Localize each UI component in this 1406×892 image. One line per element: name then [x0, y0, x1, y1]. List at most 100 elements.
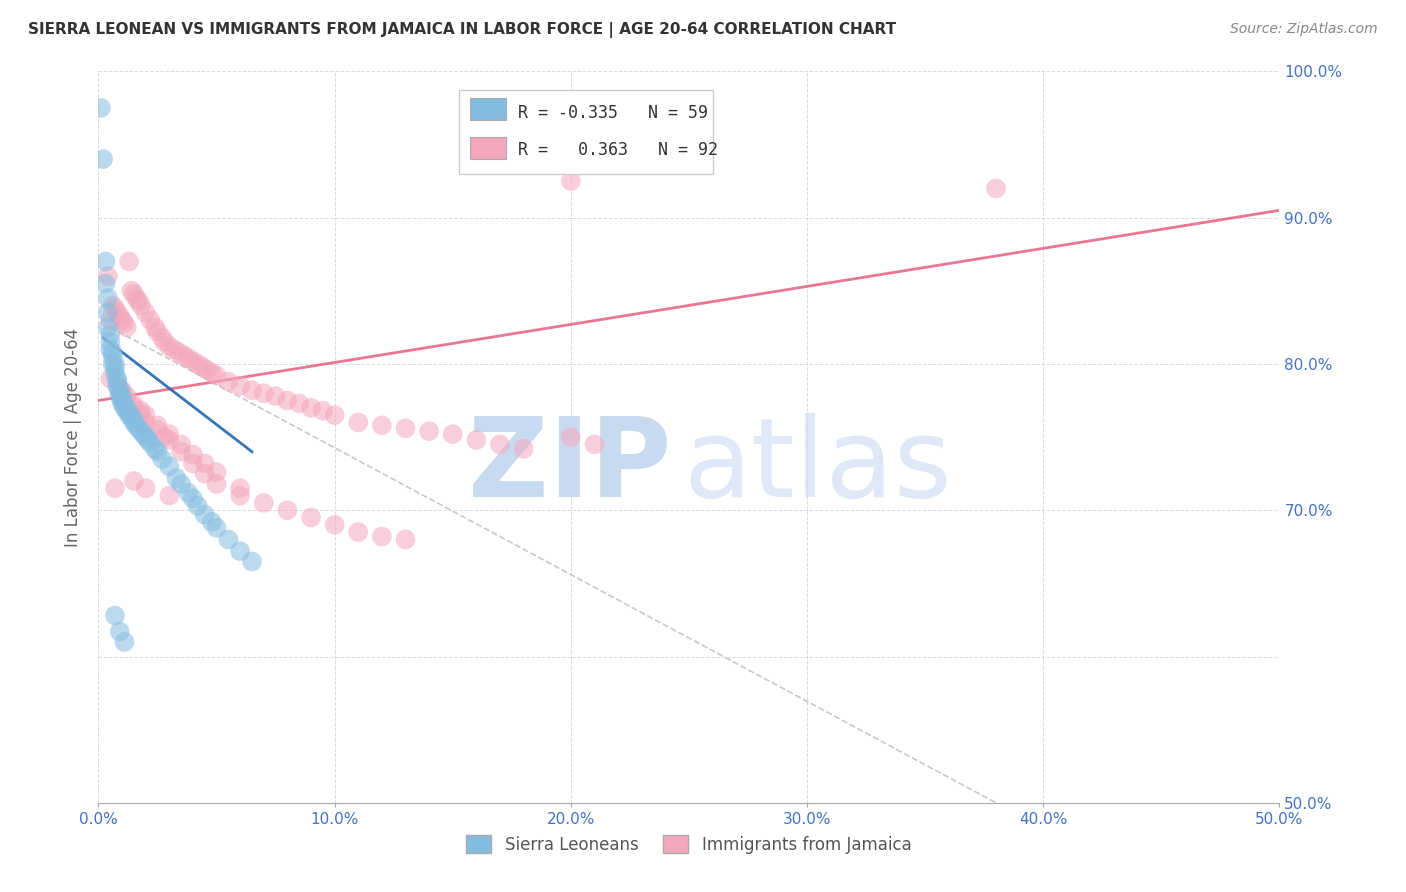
Point [111, 386, 134, 401]
Point [98, 334, 121, 349]
Point [135, 408, 157, 422]
Point [111, 396, 134, 410]
Point [104, 608, 127, 623]
Point [94, 254, 117, 268]
Point [201, 366, 224, 380]
Point [122, 401, 145, 415]
Point [101, 345, 124, 359]
Point [276, 393, 298, 408]
Point [489, 437, 512, 451]
Point [240, 554, 263, 568]
Point [205, 465, 228, 479]
Point [111, 393, 134, 408]
Point [177, 485, 200, 500]
Point [121, 284, 143, 298]
Point [146, 444, 169, 458]
Point [195, 363, 218, 377]
Point [205, 521, 228, 535]
Point [984, 181, 1007, 195]
Point [115, 402, 138, 417]
Point [139, 436, 162, 450]
Point [181, 354, 204, 368]
Point [97, 269, 120, 284]
Point [512, 442, 534, 456]
Point [229, 489, 252, 503]
Point [194, 508, 217, 522]
Point [157, 459, 180, 474]
Point [112, 398, 135, 412]
Point [201, 515, 224, 529]
Point [167, 345, 190, 359]
Point [170, 476, 193, 491]
Point [97, 306, 120, 320]
Point [191, 359, 214, 374]
Point [108, 386, 131, 401]
Point [128, 421, 150, 435]
Point [153, 334, 176, 349]
Point [105, 379, 128, 393]
Point [111, 391, 134, 405]
Point [157, 339, 180, 353]
Point [105, 379, 128, 393]
Point [101, 357, 124, 371]
Point [157, 489, 180, 503]
Point [125, 418, 148, 433]
Point [312, 403, 335, 417]
Point [163, 343, 186, 357]
Point [217, 533, 239, 547]
Point [129, 424, 152, 438]
Point [560, 430, 582, 444]
Point [157, 427, 180, 442]
Point [135, 416, 157, 430]
Point [104, 301, 127, 316]
Point [111, 313, 134, 327]
Point [418, 424, 440, 438]
Point [187, 357, 209, 371]
Point [146, 423, 169, 437]
Point [187, 499, 209, 513]
Point [264, 389, 287, 403]
Point [112, 401, 135, 415]
Point [560, 174, 582, 188]
Point [229, 544, 252, 558]
Point [194, 467, 217, 481]
Point [98, 313, 121, 327]
Point [170, 444, 193, 458]
Point [371, 418, 394, 433]
Point [115, 320, 138, 334]
Point [129, 403, 152, 417]
Y-axis label: In Labor Force | Age 20-64: In Labor Force | Age 20-64 [65, 327, 83, 547]
Point [143, 320, 166, 334]
Point [205, 476, 228, 491]
Point [125, 291, 148, 305]
Point [90, 101, 112, 115]
Point [157, 433, 180, 447]
Point [253, 386, 276, 401]
Point [98, 343, 121, 357]
Point [583, 437, 606, 451]
Point [104, 361, 127, 376]
Point [217, 375, 239, 389]
Point [118, 405, 141, 419]
Point [97, 320, 120, 334]
Text: R = -0.335   N = 59: R = -0.335 N = 59 [517, 104, 707, 122]
Point [150, 452, 173, 467]
Point [181, 491, 204, 506]
Point [101, 350, 124, 364]
Point [91, 152, 114, 166]
Legend: Sierra Leoneans, Immigrants from Jamaica: Sierra Leoneans, Immigrants from Jamaica [460, 829, 918, 860]
Point [122, 412, 145, 426]
Point [205, 368, 228, 383]
Point [135, 481, 157, 495]
Point [347, 525, 370, 540]
Point [118, 408, 141, 422]
Point [172, 348, 194, 362]
Point [153, 430, 176, 444]
Point [323, 517, 346, 532]
Bar [471, 137, 506, 159]
Point [97, 291, 120, 305]
Point [94, 277, 117, 291]
Point [105, 371, 128, 385]
Point [394, 533, 416, 547]
Point [129, 408, 152, 422]
